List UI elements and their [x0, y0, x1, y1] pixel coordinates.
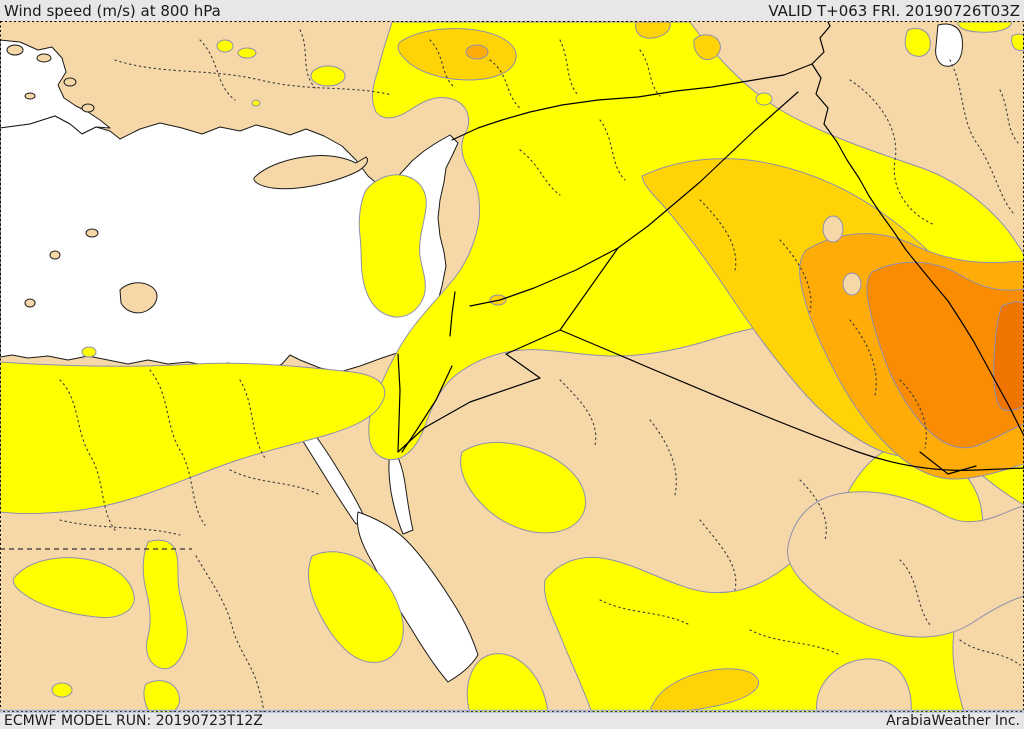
map-header: Wind speed (m/s) at 800 hPa VALID T+063 … — [0, 0, 1024, 21]
islands-layer — [6, 44, 368, 314]
country-borders-layer — [397, 21, 1024, 475]
sea-layer — [0, 23, 963, 683]
map-footer: ECMWF MODEL RUN: 20190723T12Z ArabiaWeat… — [0, 712, 1024, 729]
credit-label: ArabiaWeather Inc. — [886, 713, 1020, 729]
valid-time-label: VALID T+063 FRI. 20190726T03Z — [768, 1, 1020, 20]
model-run-label: ECMWF MODEL RUN: 20190723T12Z — [4, 713, 263, 729]
weather-map-svg — [0, 21, 1024, 712]
admin-borders-layer — [59, 29, 1021, 712]
map-title: Wind speed (m/s) at 800 hPa — [4, 1, 221, 20]
wind-contours-layer — [0, 21, 1024, 712]
map-canvas — [0, 21, 1024, 712]
